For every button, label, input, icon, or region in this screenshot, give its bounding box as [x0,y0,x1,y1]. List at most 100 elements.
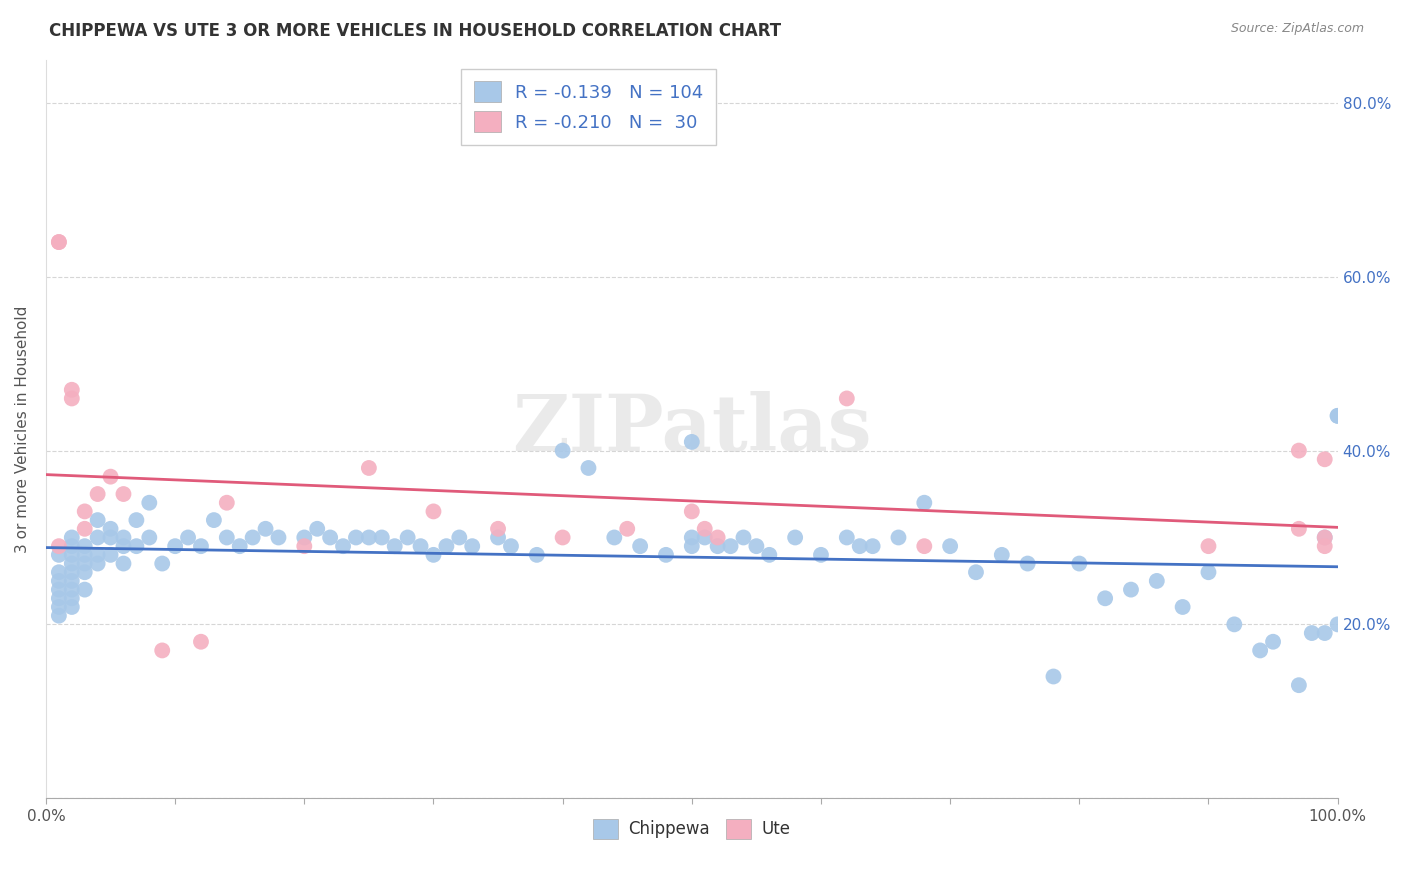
Point [228,539,250,553]
Point [939,539,962,553]
Point [551,443,574,458]
Point [138,531,160,545]
Point [887,531,910,545]
Point [810,548,832,562]
Point [835,531,858,545]
Point [422,548,444,562]
Point [202,513,225,527]
Point [292,531,315,545]
Point [965,566,987,580]
Point [112,531,135,545]
Point [693,522,716,536]
Point [332,539,354,553]
Point [307,522,329,536]
Point [125,539,148,553]
Point [449,531,471,545]
Point [86,531,108,545]
Point [1301,626,1323,640]
Point [1313,531,1336,545]
Point [190,539,212,553]
Point [1069,557,1091,571]
Point [292,539,315,553]
Point [499,539,522,553]
Point [912,539,935,553]
Point [1288,678,1310,692]
Point [486,522,509,536]
Point [319,531,342,545]
Point [60,383,83,397]
Point [60,582,83,597]
Point [486,531,509,545]
Point [48,235,70,249]
Point [733,531,755,545]
Point [86,513,108,527]
Point [60,548,83,562]
Point [73,548,96,562]
Point [48,608,70,623]
Point [73,566,96,580]
Point [1288,443,1310,458]
Point [100,531,122,545]
Point [371,531,394,545]
Text: Source: ZipAtlas.com: Source: ZipAtlas.com [1230,22,1364,36]
Point [603,531,626,545]
Point [73,582,96,597]
Text: ZIPatlas: ZIPatlas [512,391,872,467]
Point [100,469,122,483]
Point [422,504,444,518]
Point [461,539,484,553]
Point [150,643,173,657]
Point [720,539,742,553]
Point [616,522,638,536]
Point [1249,643,1271,657]
Point [912,496,935,510]
Point [785,531,807,545]
Point [112,487,135,501]
Point [125,513,148,527]
Point [706,531,728,545]
Point [681,539,703,553]
Point [628,539,651,553]
Point [848,539,870,553]
Point [100,522,122,536]
Point [73,539,96,553]
Point [60,392,83,406]
Point [434,539,457,553]
Point [254,522,277,536]
Point [1171,599,1194,614]
Point [48,582,70,597]
Point [1313,539,1336,553]
Point [551,531,574,545]
Point [60,557,83,571]
Point [73,557,96,571]
Point [60,574,83,588]
Point [1288,522,1310,536]
Point [86,548,108,562]
Point [48,566,70,580]
Point [835,392,858,406]
Point [242,531,264,545]
Point [1119,582,1142,597]
Point [357,531,380,545]
Point [1223,617,1246,632]
Point [1313,626,1336,640]
Point [177,531,200,545]
Point [681,434,703,449]
Point [706,539,728,553]
Point [138,496,160,510]
Point [1198,539,1220,553]
Point [1261,634,1284,648]
Point [384,539,406,553]
Point [1017,557,1039,571]
Point [60,531,83,545]
Point [267,531,290,545]
Point [86,557,108,571]
Point [1094,591,1116,606]
Point [60,599,83,614]
Point [150,557,173,571]
Text: CHIPPEWA VS UTE 3 OR MORE VEHICLES IN HOUSEHOLD CORRELATION CHART: CHIPPEWA VS UTE 3 OR MORE VEHICLES IN HO… [49,22,782,40]
Point [681,531,703,545]
Point [1042,669,1064,683]
Point [48,574,70,588]
Point [578,461,600,475]
